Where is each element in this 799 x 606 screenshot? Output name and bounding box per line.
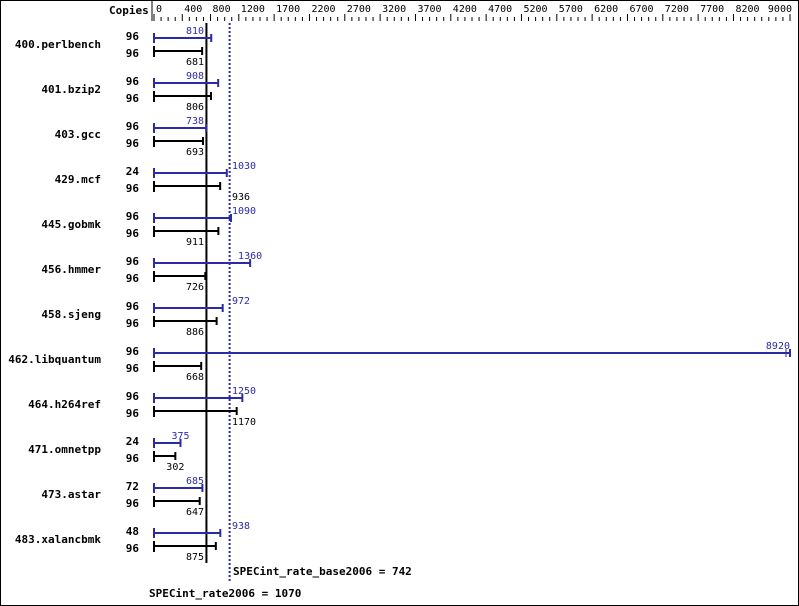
benchmark-label: 473.astar — [41, 488, 101, 501]
bar-value-label: 908 — [186, 71, 204, 82]
base-copies: 96 — [126, 317, 140, 330]
axis-tick-label: 1200 — [241, 4, 265, 15]
bar-value-label: 875 — [186, 552, 204, 563]
bar-value-label: 911 — [186, 237, 204, 248]
bar-value-label: 647 — [186, 507, 204, 518]
bar-value-label: 8920 — [766, 341, 790, 352]
peak-copies: 96 — [126, 30, 140, 43]
bar-value-label: 936 — [232, 192, 250, 203]
base-copies: 96 — [126, 272, 140, 285]
peak-copies: 96 — [126, 120, 140, 133]
axis-tick-label: 2700 — [347, 4, 371, 15]
benchmark-label: 458.sjeng — [41, 308, 101, 321]
axis-tick-label: 7700 — [700, 4, 724, 15]
axis-tick-label: 3700 — [417, 4, 441, 15]
peak-copies: 24 — [126, 435, 140, 448]
bar-value-label: 1360 — [238, 251, 262, 262]
base-copies: 96 — [126, 92, 140, 105]
bar-value-label: 1030 — [232, 161, 256, 172]
base-copies: 96 — [126, 452, 140, 465]
axis-tick-label: 4700 — [488, 4, 512, 15]
base-summary: SPECint_rate_base2006 = 742 — [233, 565, 412, 578]
base-copies: 96 — [126, 362, 140, 375]
benchmark-label: 445.gobmk — [41, 218, 101, 231]
axis-tick-label: 6700 — [629, 4, 653, 15]
peak-copies: 72 — [126, 480, 139, 493]
axis-tick-label: 4200 — [453, 4, 477, 15]
benchmark-label: 401.bzip2 — [41, 83, 101, 96]
peak-copies: 24 — [126, 165, 140, 178]
base-copies: 96 — [126, 47, 140, 60]
bar-value-label: 738 — [186, 116, 204, 127]
peak-copies: 96 — [126, 300, 140, 313]
peak-copies: 96 — [126, 345, 140, 358]
benchmark-label: 464.h264ref — [28, 398, 101, 411]
axis-tick-label: 400 — [184, 4, 202, 15]
base-copies: 96 — [126, 182, 140, 195]
bar-value-label: 886 — [186, 327, 204, 338]
benchmark-label: 403.gcc — [55, 128, 101, 141]
base-copies: 96 — [126, 227, 140, 240]
axis-tick-label: 5200 — [523, 4, 547, 15]
bar-value-label: 1090 — [232, 206, 256, 217]
benchmark-label: 400.perlbench — [15, 38, 101, 51]
bar-value-label: 693 — [186, 147, 204, 158]
axis-tick-label: 0 — [156, 4, 162, 15]
axis-tick-label: 6200 — [594, 4, 618, 15]
bar-value-label: 375 — [171, 431, 189, 442]
benchmark-label: 483.xalancbmk — [15, 533, 101, 546]
peak-copies: 48 — [126, 525, 139, 538]
bar-value-label: 302 — [166, 462, 184, 473]
axis-tick-label: 1700 — [276, 4, 300, 15]
bar-value-label: 810 — [186, 26, 204, 37]
bar-value-label: 1250 — [232, 386, 256, 397]
axis-tick-label: 3200 — [382, 4, 406, 15]
peak-copies: 96 — [126, 75, 140, 88]
peak-summary: SPECint_rate2006 = 1070 — [149, 587, 301, 600]
bar-value-label: 668 — [186, 372, 204, 383]
benchmark-label: 471.omnetpp — [28, 443, 101, 456]
bar-value-label: 972 — [232, 296, 250, 307]
bar-value-label: 681 — [186, 57, 204, 68]
benchmark-label: 429.mcf — [55, 173, 101, 186]
axis-tick-label: 9000 — [768, 4, 792, 15]
copies-header: Copies — [109, 4, 149, 17]
bar-value-label: 685 — [186, 476, 204, 487]
bar-value-label: 806 — [186, 102, 204, 113]
peak-copies: 96 — [126, 210, 140, 223]
base-copies: 96 — [126, 407, 140, 420]
axis-tick-label: 8200 — [735, 4, 759, 15]
axis-tick-label: 5700 — [559, 4, 583, 15]
base-copies: 96 — [126, 137, 140, 150]
bar-value-label: 938 — [232, 521, 250, 532]
base-copies: 96 — [126, 542, 140, 555]
axis-tick-label: 2200 — [311, 4, 335, 15]
axis-tick-label: 7200 — [665, 4, 689, 15]
base-copies: 96 — [126, 497, 140, 510]
bar-value-label: 726 — [186, 282, 204, 293]
benchmark-label: 462.libquantum — [8, 353, 101, 366]
peak-copies: 96 — [126, 390, 140, 403]
axis-tick-label: 800 — [213, 4, 231, 15]
benchmark-label: 456.hmmer — [41, 263, 101, 276]
bar-value-label: 1170 — [232, 417, 256, 428]
peak-copies: 96 — [126, 255, 140, 268]
